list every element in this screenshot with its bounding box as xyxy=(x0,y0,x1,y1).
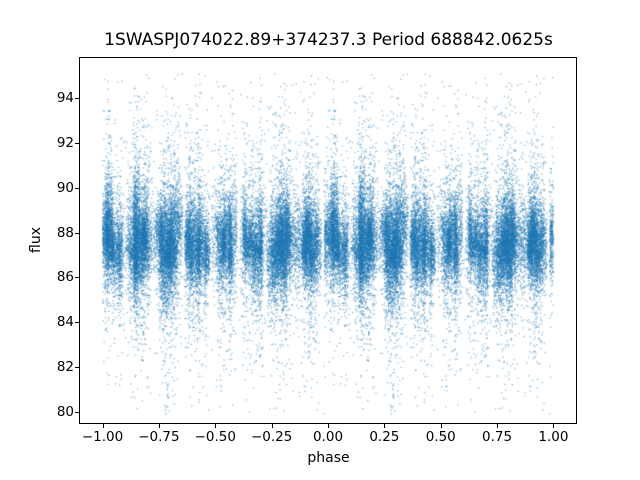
y-tick-mark xyxy=(75,187,79,189)
x-tick-label: 0.50 xyxy=(425,429,456,445)
y-tick-label: 86 xyxy=(56,269,74,286)
x-tick-label: −0.50 xyxy=(194,429,236,445)
x-tick-mark xyxy=(102,424,104,428)
y-tick-label: 84 xyxy=(56,314,74,331)
y-tick-mark xyxy=(75,367,79,369)
y-tick-label: 92 xyxy=(56,135,74,152)
y-tick-label: 80 xyxy=(56,403,74,420)
x-tick-mark xyxy=(440,424,442,428)
plot-frame xyxy=(79,57,577,424)
x-tick-mark xyxy=(215,424,217,428)
x-tick-mark xyxy=(328,424,329,428)
x-tick-label: 1.00 xyxy=(538,429,569,445)
y-tick-label: 94 xyxy=(56,90,74,107)
x-tick-label: 0.25 xyxy=(369,429,400,445)
x-tick-mark xyxy=(158,424,160,428)
x-tick-label: −1.00 xyxy=(81,429,124,445)
y-tick-mark xyxy=(75,143,79,145)
y-tick-mark xyxy=(75,98,79,100)
chart-title: 1SWASPJ074022.89+374237.3 Period 688842.… xyxy=(104,30,553,50)
x-tick-label: −0.25 xyxy=(250,429,293,445)
y-tick-mark xyxy=(75,411,79,413)
x-tick-label: 0.75 xyxy=(482,429,513,445)
y-tick-label: 82 xyxy=(56,359,74,376)
y-tick-mark xyxy=(75,277,79,279)
y-tick-mark xyxy=(75,322,79,324)
x-tick-mark xyxy=(384,424,386,428)
y-tick-mark xyxy=(75,232,79,234)
x-tick-mark xyxy=(497,424,499,428)
y-tick-label: 90 xyxy=(56,179,74,196)
x-tick-mark xyxy=(271,424,273,428)
y-axis-label-text: flux xyxy=(28,227,44,253)
y-tick-label: 88 xyxy=(56,224,74,241)
x-axis-label: phase xyxy=(307,450,350,466)
x-tick-label: 0.00 xyxy=(312,429,344,445)
x-tick-label: −0.75 xyxy=(138,429,180,445)
x-tick-mark xyxy=(553,424,555,428)
scatter-points-canvas xyxy=(80,58,576,423)
